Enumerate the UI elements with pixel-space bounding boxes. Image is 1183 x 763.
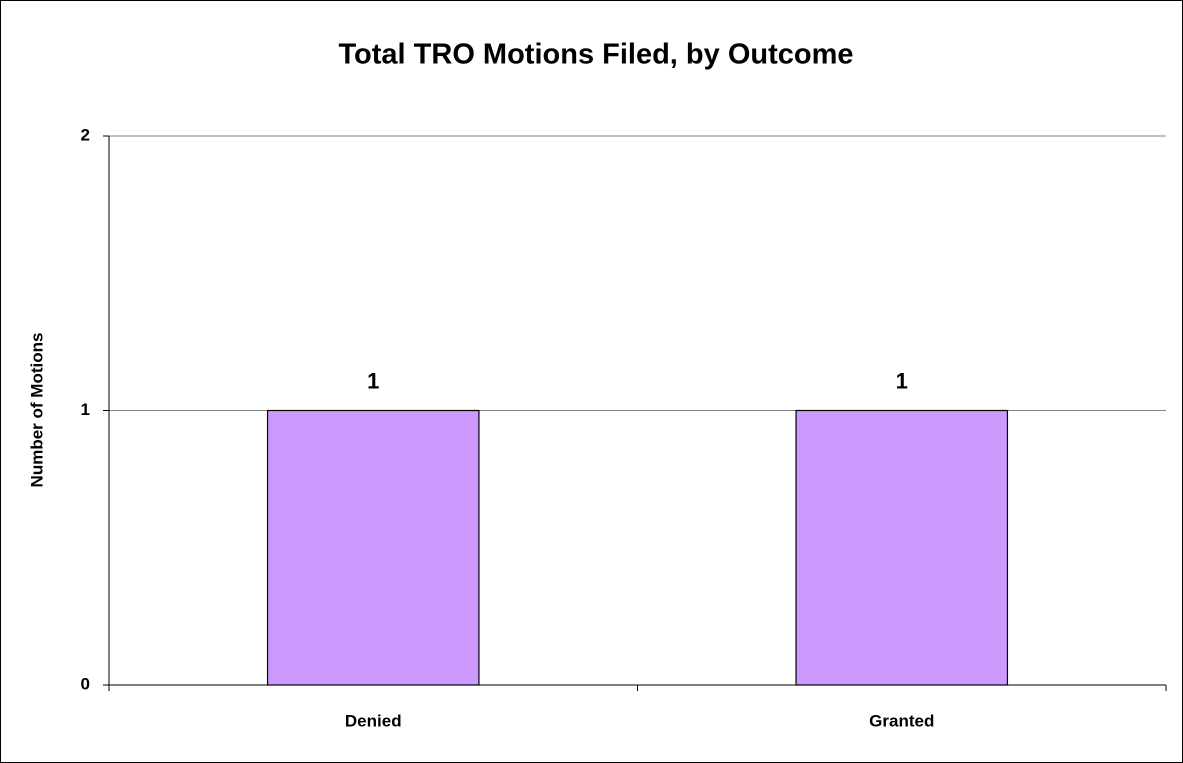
x-tick-label: Denied (345, 711, 402, 730)
y-tick-label: 0 (81, 674, 90, 693)
y-tick-label: 1 (81, 400, 90, 419)
x-tick-label: Granted (869, 711, 934, 730)
y-axis-label: Number of Motions (27, 333, 46, 488)
bar (795, 409, 1009, 686)
y-tick-label: 2 (81, 125, 90, 144)
chart-title: Total TRO Motions Filed, by Outcome (338, 39, 853, 71)
bar (266, 409, 480, 686)
data-label: 1 (896, 368, 908, 393)
data-label: 1 (367, 368, 379, 393)
